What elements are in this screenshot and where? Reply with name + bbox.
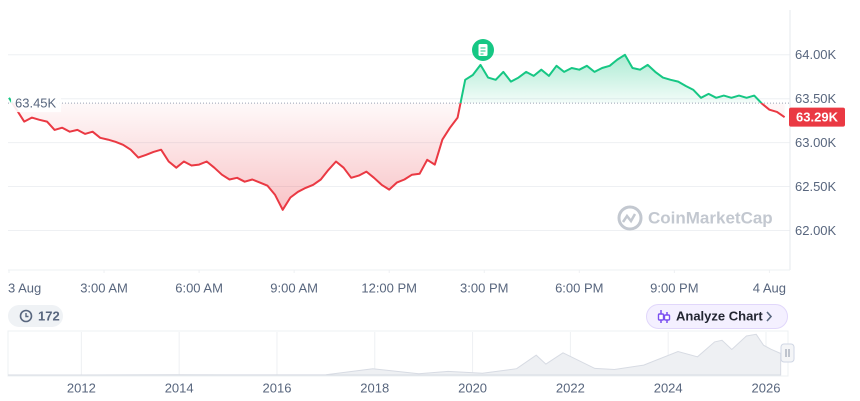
navigator-handle[interactable] [780,343,795,363]
y-tick-label: 62.50K [795,179,837,194]
x-tick-label: 12:00 PM [361,280,417,295]
watermark-text: CoinMarketCap [648,208,773,227]
price-line-above [8,53,763,104]
x-tick-label: 3 Aug [8,280,41,295]
current-price-label: 63.29K [796,110,839,125]
history-button[interactable]: 172 [8,305,63,327]
navigator-area [8,333,782,376]
area-below [12,103,785,210]
x-tick-label: 4 Aug [753,280,786,295]
x-tick-label: 9:00 PM [650,280,698,295]
y-tick-label: 64.00K [795,47,837,62]
navigator-tick-label: 2024 [654,380,683,395]
event-marker[interactable] [472,39,494,61]
y-tick-label: 62.00K [795,223,837,238]
navigator-tick-label: 2026 [752,380,781,395]
navigator-tick-label: 2018 [360,380,389,395]
baseline-label: 63.45K [15,96,57,111]
area-above [9,54,785,104]
x-tick-label: 3:00 AM [80,280,128,295]
y-tick-label: 63.50K [795,91,837,106]
price-line-below [11,103,786,211]
navigator-tick-label: 2022 [556,380,585,395]
x-tick-label: 3:00 PM [460,280,508,295]
history-count: 172 [38,308,60,323]
navigator-tick-label: 2014 [165,380,194,395]
x-tick-label: 9:00 AM [270,280,318,295]
navigator-tick-label: 2020 [458,380,487,395]
y-tick-label: 63.00K [795,135,837,150]
baseline-label-bg [11,94,61,113]
current-price-tag [789,107,845,127]
navigator-tick-label: 2012 [67,380,96,395]
navigator-tick-label: 2016 [263,380,292,395]
analyze-label: Analyze Chart [676,308,763,323]
analyze-button[interactable]: Analyze Chart [646,304,788,329]
x-tick-label: 6:00 AM [175,280,223,295]
x-tick-label: 6:00 PM [555,280,603,295]
watermark: CoinMarketCap [617,205,773,231]
